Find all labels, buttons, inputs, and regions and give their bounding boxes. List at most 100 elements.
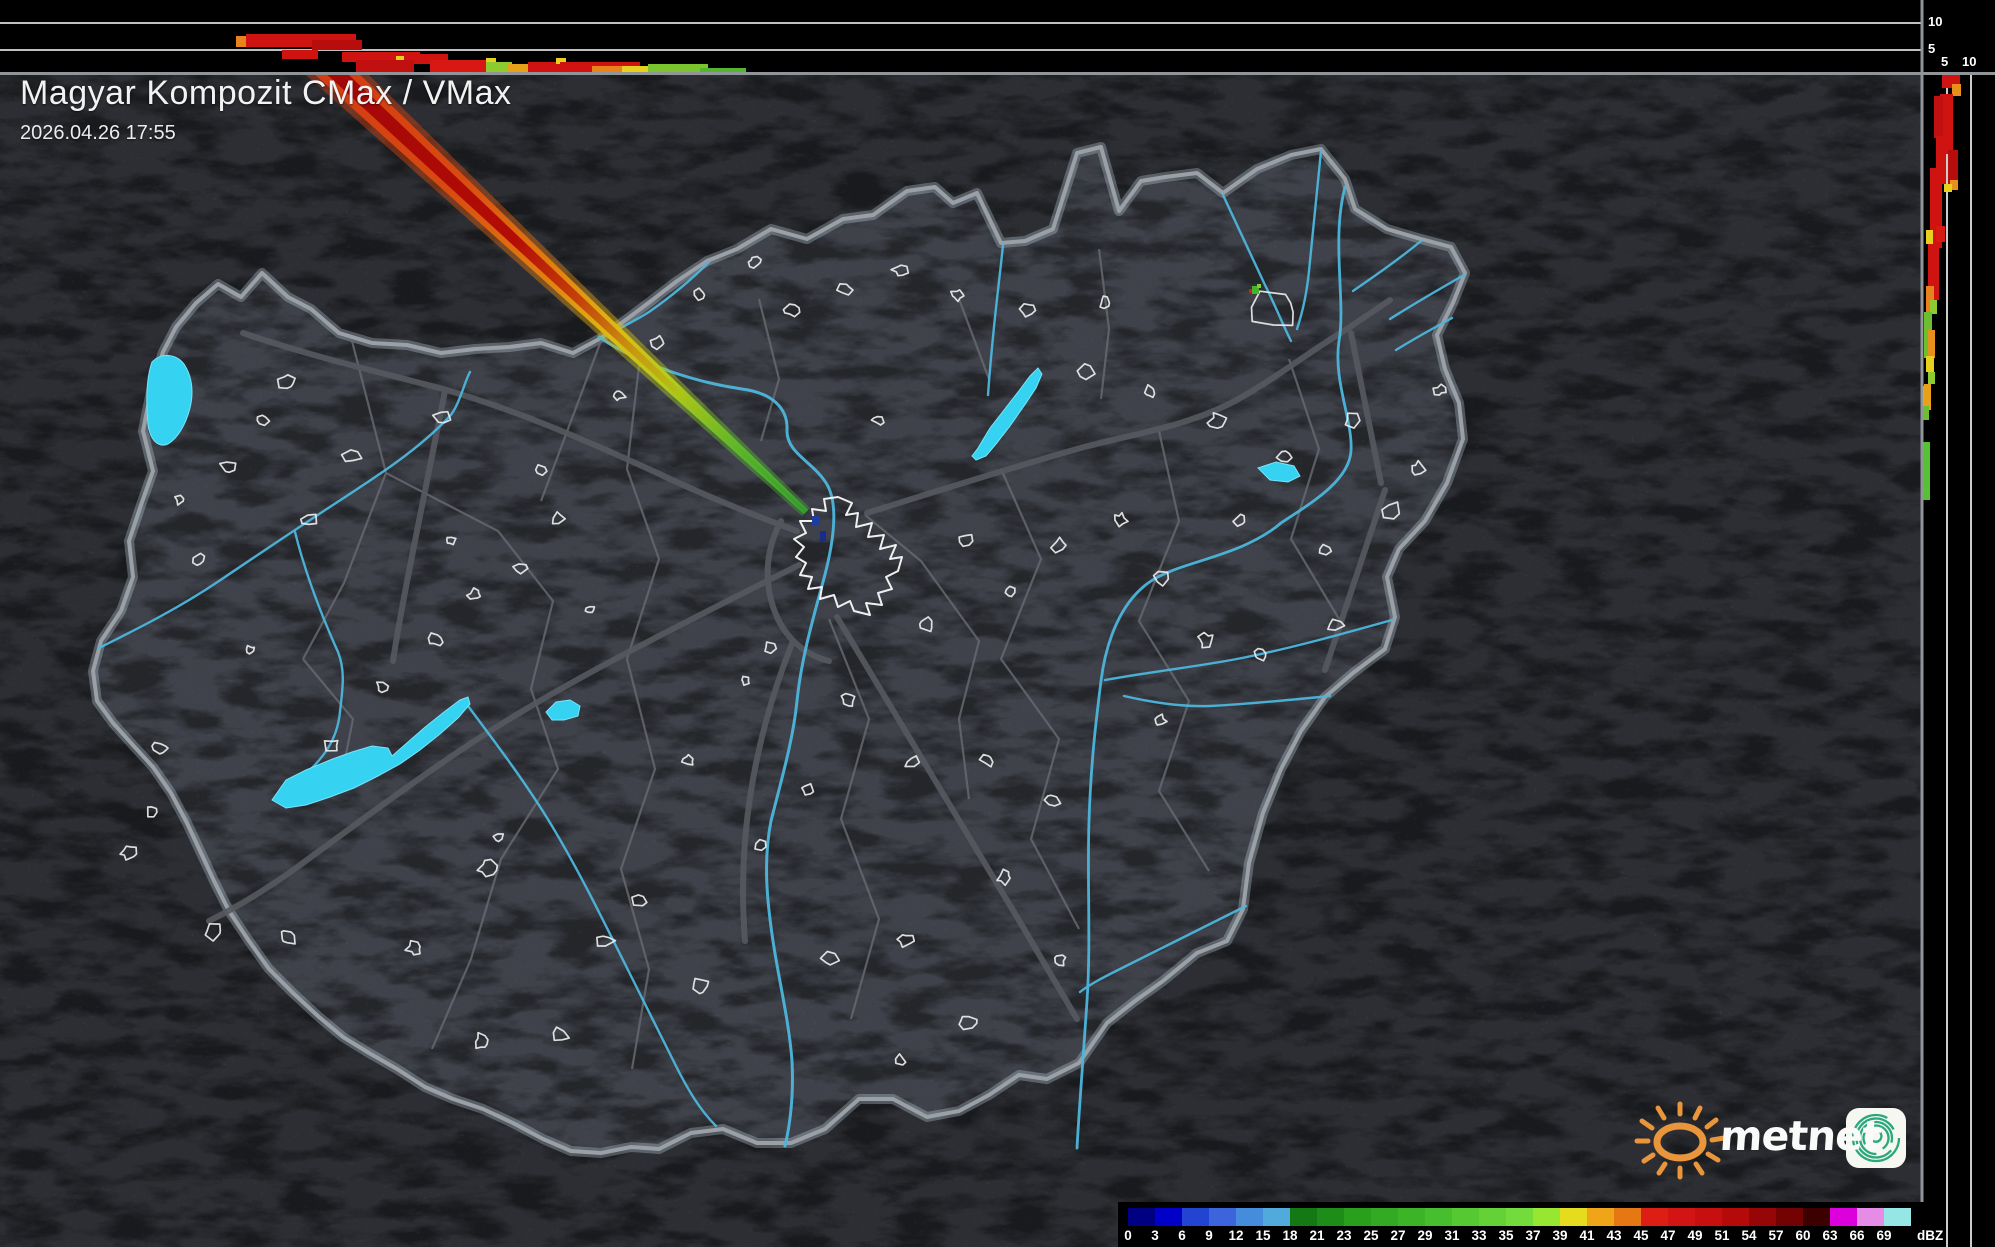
city-outline <box>1018 302 1037 318</box>
city-outline <box>896 933 916 949</box>
title-block: Magyar Kompozit CMax / VMax 2026.04.26 1… <box>20 74 512 145</box>
radar-echo-beam <box>288 25 810 516</box>
city-outline <box>1253 647 1267 662</box>
legend-segment <box>1695 1208 1722 1226</box>
legend-segment <box>1749 1208 1776 1226</box>
profile-echo-block <box>1924 384 1931 410</box>
city-outline <box>1004 585 1016 598</box>
city-outline <box>693 287 706 302</box>
city-outline <box>978 753 994 768</box>
legend-segment <box>1830 1208 1857 1226</box>
legend-segment <box>1803 1208 1830 1226</box>
city-outline <box>1318 543 1333 556</box>
city-outline <box>1411 459 1427 476</box>
city-outline <box>431 410 452 424</box>
legend-tick-label: 6 <box>1178 1228 1186 1243</box>
legend-tick-label: 25 <box>1363 1228 1379 1243</box>
profile-echo-block <box>1926 286 1934 312</box>
legend-segment <box>1722 1208 1749 1226</box>
legend-segment <box>1290 1208 1317 1226</box>
metnet-app-icon <box>1846 1108 1906 1168</box>
profile-echo-block <box>1936 226 1945 242</box>
legend-tick-label: 51 <box>1714 1228 1730 1243</box>
city-outline <box>596 935 617 947</box>
city-outline <box>1197 631 1214 649</box>
legend-tick-label: 23 <box>1336 1228 1352 1243</box>
city-outline <box>299 513 318 526</box>
profile-echo-block <box>1934 96 1943 138</box>
legend-tick-label: 21 <box>1309 1228 1325 1243</box>
legend-tick-label: 57 <box>1768 1228 1784 1243</box>
legend-segment <box>1641 1208 1668 1226</box>
city-outline <box>680 753 694 766</box>
city-outline <box>474 1031 489 1050</box>
legend-segment <box>1776 1208 1803 1226</box>
legend-tick-label: 35 <box>1498 1228 1514 1243</box>
legend-tick-label: 60 <box>1795 1228 1811 1243</box>
city-outline <box>427 632 444 647</box>
river-danube <box>597 335 836 1148</box>
profile-echo-block <box>1922 406 1929 420</box>
profile-echo-block <box>1926 230 1933 244</box>
profile-echo-block <box>486 58 496 64</box>
city-outline-budapest <box>793 496 903 616</box>
city-outline <box>1076 362 1096 381</box>
city-outline <box>534 463 548 477</box>
city-outline <box>119 845 138 861</box>
legend-tick-label: 33 <box>1471 1228 1487 1243</box>
legend-segment <box>1668 1208 1695 1226</box>
profile-echo-block <box>1950 180 1958 190</box>
city-outline <box>1043 794 1062 807</box>
city-outline <box>782 303 801 318</box>
profile-echo-block <box>342 52 420 62</box>
legend-tick-label: 9 <box>1205 1228 1213 1243</box>
legend-tick-label: 63 <box>1822 1228 1838 1243</box>
rivers <box>97 149 1466 1150</box>
city-outline <box>612 390 627 402</box>
city-outline <box>1232 513 1246 528</box>
city-outlines <box>119 255 1447 1066</box>
city-outline <box>692 977 710 995</box>
city-outline <box>1049 536 1067 554</box>
tisza-river-widening <box>1257 461 1301 483</box>
legend-tick-label: 31 <box>1444 1228 1460 1243</box>
profile-echo-block <box>556 58 566 64</box>
city-outline <box>512 563 529 575</box>
legend-unit-label: dBZ <box>1917 1228 1944 1243</box>
profile-echo-block <box>1928 372 1935 384</box>
legend-segment <box>1587 1208 1614 1226</box>
legend-segment <box>1182 1208 1209 1226</box>
city-outline <box>835 283 854 296</box>
city-outline <box>894 1053 907 1066</box>
right-profile-strip <box>1922 0 1995 1247</box>
legend-segment <box>1236 1208 1263 1226</box>
profile-echo-block <box>430 60 486 73</box>
legend-tick-label: 18 <box>1282 1228 1298 1243</box>
city-outline <box>1113 511 1129 528</box>
city-outline <box>173 494 185 506</box>
county-borders <box>302 248 1340 1070</box>
city-outline <box>819 950 841 966</box>
city-outline <box>245 644 256 655</box>
city-outline <box>1344 412 1361 429</box>
city-outline <box>445 536 457 546</box>
legend-segment <box>1506 1208 1533 1226</box>
city-outline <box>551 511 567 525</box>
city-outline <box>375 681 390 694</box>
legend-segment <box>1344 1208 1371 1226</box>
city-outline <box>1053 954 1067 967</box>
city-outline <box>870 415 885 426</box>
city-outline <box>276 373 296 390</box>
city-outline <box>218 461 237 474</box>
city-outline <box>649 334 665 351</box>
radar-echo-tip-dots <box>812 516 826 541</box>
profile-echo-block <box>1948 150 1958 184</box>
profile-echo-block <box>648 64 708 73</box>
legend-segment <box>1371 1208 1398 1226</box>
legend-tick-label: 54 <box>1741 1228 1757 1243</box>
lake-tisza <box>971 367 1043 461</box>
legend-segment <box>1317 1208 1344 1226</box>
profile-echo-block <box>396 56 404 63</box>
